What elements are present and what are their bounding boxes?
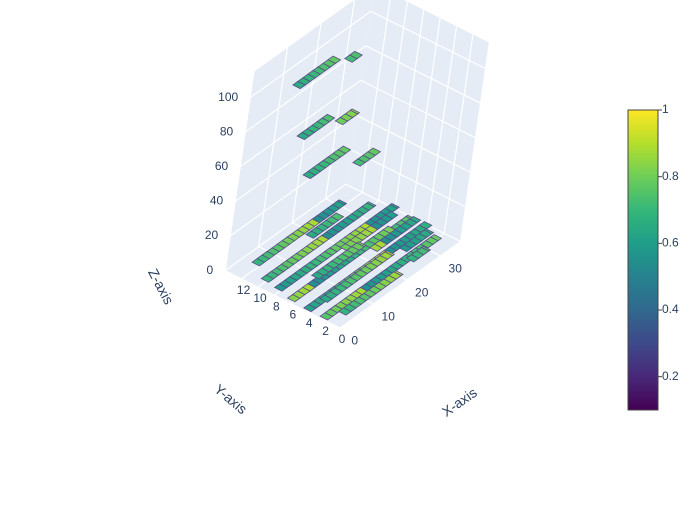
surface-cell xyxy=(349,108,361,115)
surface-cell xyxy=(393,270,404,276)
gridline-y xyxy=(394,9,425,209)
colorbar: 0.2 0.4 0.6 0.8 1 xyxy=(627,102,679,411)
colorbar-tick-label: 1 xyxy=(662,102,669,116)
surface-cell xyxy=(327,55,342,64)
z-tick-label: 40 xyxy=(210,194,224,208)
gridline-x xyxy=(291,23,322,223)
z-tick-label: 20 xyxy=(205,228,219,242)
surface-cell xyxy=(367,147,382,156)
z-axis-title: Z-axis xyxy=(145,266,177,307)
gridline-x xyxy=(224,270,341,329)
surface-patches xyxy=(251,50,443,321)
surface-cell xyxy=(349,50,363,60)
surface-cell xyxy=(356,241,367,248)
x-axis-title: X-axis xyxy=(439,384,480,419)
gridline-z xyxy=(224,183,347,272)
z-tick-label: 60 xyxy=(215,159,229,173)
gridline-z xyxy=(244,45,367,133)
gridline-x xyxy=(325,0,356,199)
y-tick-label: 10 xyxy=(253,291,267,305)
gridline-x xyxy=(224,71,255,271)
surface-cell xyxy=(337,145,352,154)
gridline-z xyxy=(249,10,372,99)
gridline-z xyxy=(345,183,461,243)
gridline-z xyxy=(370,10,486,70)
gridline-z xyxy=(365,45,481,104)
x-tick-label: 30 xyxy=(449,261,463,275)
colorbar-tick-label: 0.6 xyxy=(662,236,679,250)
gridline-y xyxy=(410,17,441,218)
gridline-y xyxy=(427,26,458,226)
x-tick-label: 20 xyxy=(415,285,429,299)
gridline-x xyxy=(258,47,289,247)
y-tick-label: 6 xyxy=(289,308,296,322)
surface-cell xyxy=(384,250,396,257)
y-tick-label: 2 xyxy=(322,324,329,338)
surface-cell xyxy=(418,221,433,230)
surface-cell xyxy=(321,113,336,123)
gridline-z xyxy=(239,79,362,168)
surface-cell xyxy=(409,216,422,224)
colorbar-ticks: 0.2 0.4 0.6 0.8 1 xyxy=(658,102,679,383)
x-tick-label: 0 xyxy=(351,333,358,347)
z-tick-label: 80 xyxy=(220,124,234,138)
surface-cell xyxy=(429,234,443,242)
colorbar-tick-label: 0.2 xyxy=(662,369,679,383)
gridline-y xyxy=(460,42,490,242)
gridline-z xyxy=(234,114,357,202)
surface-cell xyxy=(389,203,400,209)
colorbar-tick-label: 0.8 xyxy=(662,169,679,183)
surface-cell xyxy=(366,201,377,208)
gridline-y xyxy=(378,1,408,201)
z-tick-label: 100 xyxy=(218,90,238,104)
y-axis-title: Y-axis xyxy=(211,381,250,417)
gridline-y xyxy=(443,34,474,234)
y-tick-label: 12 xyxy=(237,283,251,297)
gridline-z xyxy=(355,114,471,173)
y-tick-label: 4 xyxy=(306,316,313,330)
surface-cell xyxy=(330,212,345,221)
x-tick-label: 10 xyxy=(382,309,396,323)
colorbar-tick-label: 0.4 xyxy=(662,302,679,316)
y-tick-label: 8 xyxy=(273,299,280,313)
surface-cell xyxy=(384,210,399,220)
surface-cell xyxy=(336,199,348,206)
surface-cell xyxy=(420,245,432,252)
z-tick-label: 0 xyxy=(207,263,214,277)
gridline-z xyxy=(360,79,476,139)
y-tick-label: 0 xyxy=(339,332,346,346)
gridline-y xyxy=(339,241,461,329)
surface-cell xyxy=(423,228,435,235)
colorbar-gradient xyxy=(627,109,659,411)
